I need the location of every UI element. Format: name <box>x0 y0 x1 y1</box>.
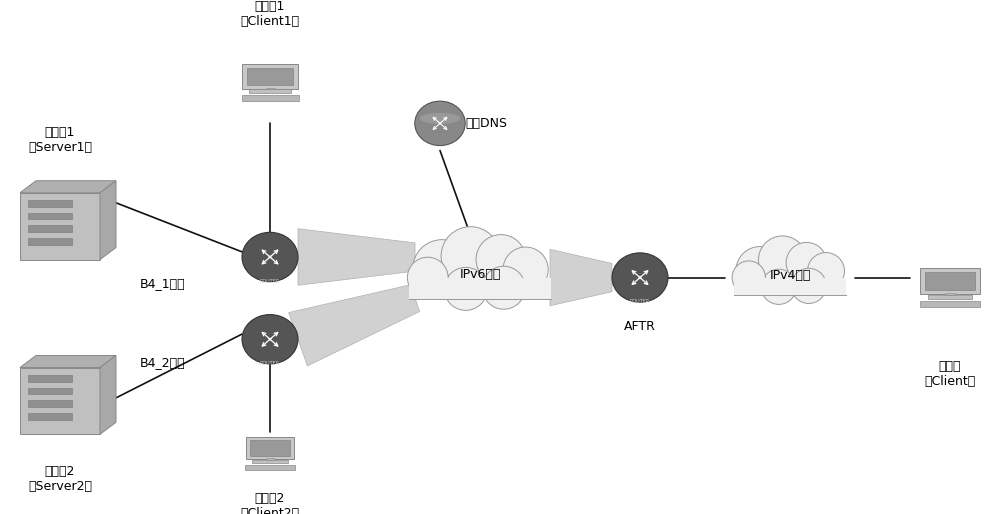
Bar <box>250 440 290 456</box>
Bar <box>28 213 72 219</box>
Bar <box>28 200 72 207</box>
Bar <box>242 95 298 101</box>
Text: ROUTER: ROUTER <box>260 361 280 366</box>
Ellipse shape <box>242 232 298 282</box>
Bar <box>28 388 72 394</box>
Bar <box>252 460 288 464</box>
Ellipse shape <box>736 247 784 295</box>
Bar <box>928 295 972 299</box>
Ellipse shape <box>420 113 460 124</box>
Text: IPv4网络: IPv4网络 <box>769 269 811 282</box>
Bar <box>945 293 955 295</box>
Ellipse shape <box>791 268 826 303</box>
Bar <box>266 87 274 89</box>
Ellipse shape <box>732 261 765 294</box>
Text: 双栈DNS: 双栈DNS <box>465 117 507 130</box>
Text: 客户端1
（Client1）: 客户端1 （Client1） <box>240 1 300 28</box>
Ellipse shape <box>758 236 807 284</box>
Text: ROUTER: ROUTER <box>630 299 650 304</box>
Polygon shape <box>298 229 415 285</box>
Polygon shape <box>100 181 116 260</box>
Ellipse shape <box>77 201 83 205</box>
Bar <box>247 68 293 85</box>
Polygon shape <box>20 356 116 368</box>
Ellipse shape <box>413 240 471 299</box>
Text: AFTR: AFTR <box>624 320 656 333</box>
Ellipse shape <box>786 243 827 283</box>
Text: B4_1设备: B4_1设备 <box>139 277 185 290</box>
Bar <box>245 465 295 470</box>
Polygon shape <box>550 249 612 306</box>
Bar <box>409 278 551 299</box>
Bar <box>266 458 274 460</box>
Bar <box>920 301 980 307</box>
Polygon shape <box>289 285 420 366</box>
Polygon shape <box>20 181 116 193</box>
Ellipse shape <box>77 226 83 230</box>
Ellipse shape <box>407 257 448 298</box>
Text: 客户端
（Client）: 客户端 （Client） <box>924 360 976 388</box>
Bar <box>246 437 294 459</box>
Ellipse shape <box>503 247 548 292</box>
Bar <box>920 268 980 294</box>
Bar <box>28 226 72 232</box>
Ellipse shape <box>482 266 525 309</box>
Text: 客户端2
（Client2）: 客户端2 （Client2） <box>240 492 300 514</box>
Ellipse shape <box>444 267 487 310</box>
Bar <box>242 64 298 88</box>
Ellipse shape <box>77 401 83 405</box>
Ellipse shape <box>807 252 845 289</box>
Bar <box>20 193 100 260</box>
Bar <box>28 375 72 381</box>
Text: B4_2设备: B4_2设备 <box>139 356 185 369</box>
Ellipse shape <box>77 376 83 379</box>
Polygon shape <box>100 356 116 434</box>
Ellipse shape <box>612 253 668 302</box>
Ellipse shape <box>77 239 83 243</box>
Bar <box>249 89 291 94</box>
Ellipse shape <box>77 388 83 392</box>
Ellipse shape <box>77 213 83 217</box>
Ellipse shape <box>242 315 298 364</box>
Text: ROUTER: ROUTER <box>260 279 280 284</box>
Bar <box>734 278 846 295</box>
Bar <box>28 400 72 407</box>
Text: 服务器1
（Server1）: 服务器1 （Server1） <box>28 126 92 154</box>
Text: 服务器2
（Server2）: 服务器2 （Server2） <box>28 465 92 493</box>
Bar <box>28 238 72 245</box>
Ellipse shape <box>761 269 796 304</box>
Ellipse shape <box>476 234 526 284</box>
Ellipse shape <box>441 227 500 285</box>
Ellipse shape <box>77 414 83 417</box>
Text: IPv6网络: IPv6网络 <box>459 268 501 281</box>
Bar <box>925 272 975 290</box>
Ellipse shape <box>415 101 465 145</box>
Bar <box>20 368 100 434</box>
Bar <box>28 413 72 419</box>
